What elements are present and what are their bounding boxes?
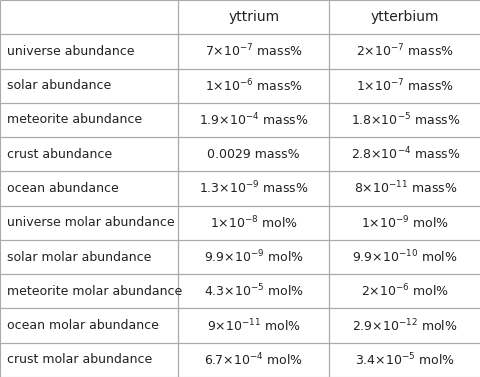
Text: $1{\times}10^{-6}$ mass%: $1{\times}10^{-6}$ mass%	[204, 77, 302, 94]
Text: meteorite molar abundance: meteorite molar abundance	[7, 285, 182, 298]
Text: ytterbium: ytterbium	[370, 10, 439, 24]
Text: $2{\times}10^{-7}$ mass%: $2{\times}10^{-7}$ mass%	[356, 43, 453, 60]
Text: $4.3{\times}10^{-5}$ mol%: $4.3{\times}10^{-5}$ mol%	[203, 283, 303, 300]
Text: $1.8{\times}10^{-5}$ mass%: $1.8{\times}10^{-5}$ mass%	[350, 112, 459, 128]
Text: crust molar abundance: crust molar abundance	[7, 353, 152, 366]
Text: solar molar abundance: solar molar abundance	[7, 251, 151, 264]
Text: solar abundance: solar abundance	[7, 79, 111, 92]
Text: $7{\times}10^{-7}$ mass%: $7{\times}10^{-7}$ mass%	[204, 43, 302, 60]
Text: $2.8{\times}10^{-4}$ mass%: $2.8{\times}10^{-4}$ mass%	[350, 146, 459, 162]
Text: $1{\times}10^{-7}$ mass%: $1{\times}10^{-7}$ mass%	[356, 77, 453, 94]
Text: $6.7{\times}10^{-4}$ mol%: $6.7{\times}10^{-4}$ mol%	[204, 352, 303, 368]
Text: $2.9{\times}10^{-12}$ mol%: $2.9{\times}10^{-12}$ mol%	[352, 317, 457, 334]
Text: $1{\times}10^{-8}$ mol%: $1{\times}10^{-8}$ mol%	[209, 215, 297, 231]
Text: ocean molar abundance: ocean molar abundance	[7, 319, 159, 332]
Text: $9{\times}10^{-11}$ mol%: $9{\times}10^{-11}$ mol%	[206, 317, 300, 334]
Text: yttrium: yttrium	[228, 10, 279, 24]
Text: universe abundance: universe abundance	[7, 45, 134, 58]
Text: ocean abundance: ocean abundance	[7, 182, 119, 195]
Text: $1{\times}10^{-9}$ mol%: $1{\times}10^{-9}$ mol%	[360, 215, 448, 231]
Text: $1.9{\times}10^{-4}$ mass%: $1.9{\times}10^{-4}$ mass%	[198, 112, 308, 128]
Text: 0.0029 mass%: 0.0029 mass%	[207, 148, 300, 161]
Text: crust abundance: crust abundance	[7, 148, 112, 161]
Text: $8{\times}10^{-11}$ mass%: $8{\times}10^{-11}$ mass%	[353, 180, 456, 197]
Text: $3.4{\times}10^{-5}$ mol%: $3.4{\times}10^{-5}$ mol%	[354, 352, 455, 368]
Text: universe molar abundance: universe molar abundance	[7, 216, 174, 229]
Text: $1.3{\times}10^{-9}$ mass%: $1.3{\times}10^{-9}$ mass%	[198, 180, 308, 197]
Text: meteorite abundance: meteorite abundance	[7, 113, 142, 126]
Text: $9.9{\times}10^{-10}$ mol%: $9.9{\times}10^{-10}$ mol%	[352, 249, 457, 265]
Text: $2{\times}10^{-6}$ mol%: $2{\times}10^{-6}$ mol%	[360, 283, 448, 300]
Text: $9.9{\times}10^{-9}$ mol%: $9.9{\times}10^{-9}$ mol%	[203, 249, 303, 265]
